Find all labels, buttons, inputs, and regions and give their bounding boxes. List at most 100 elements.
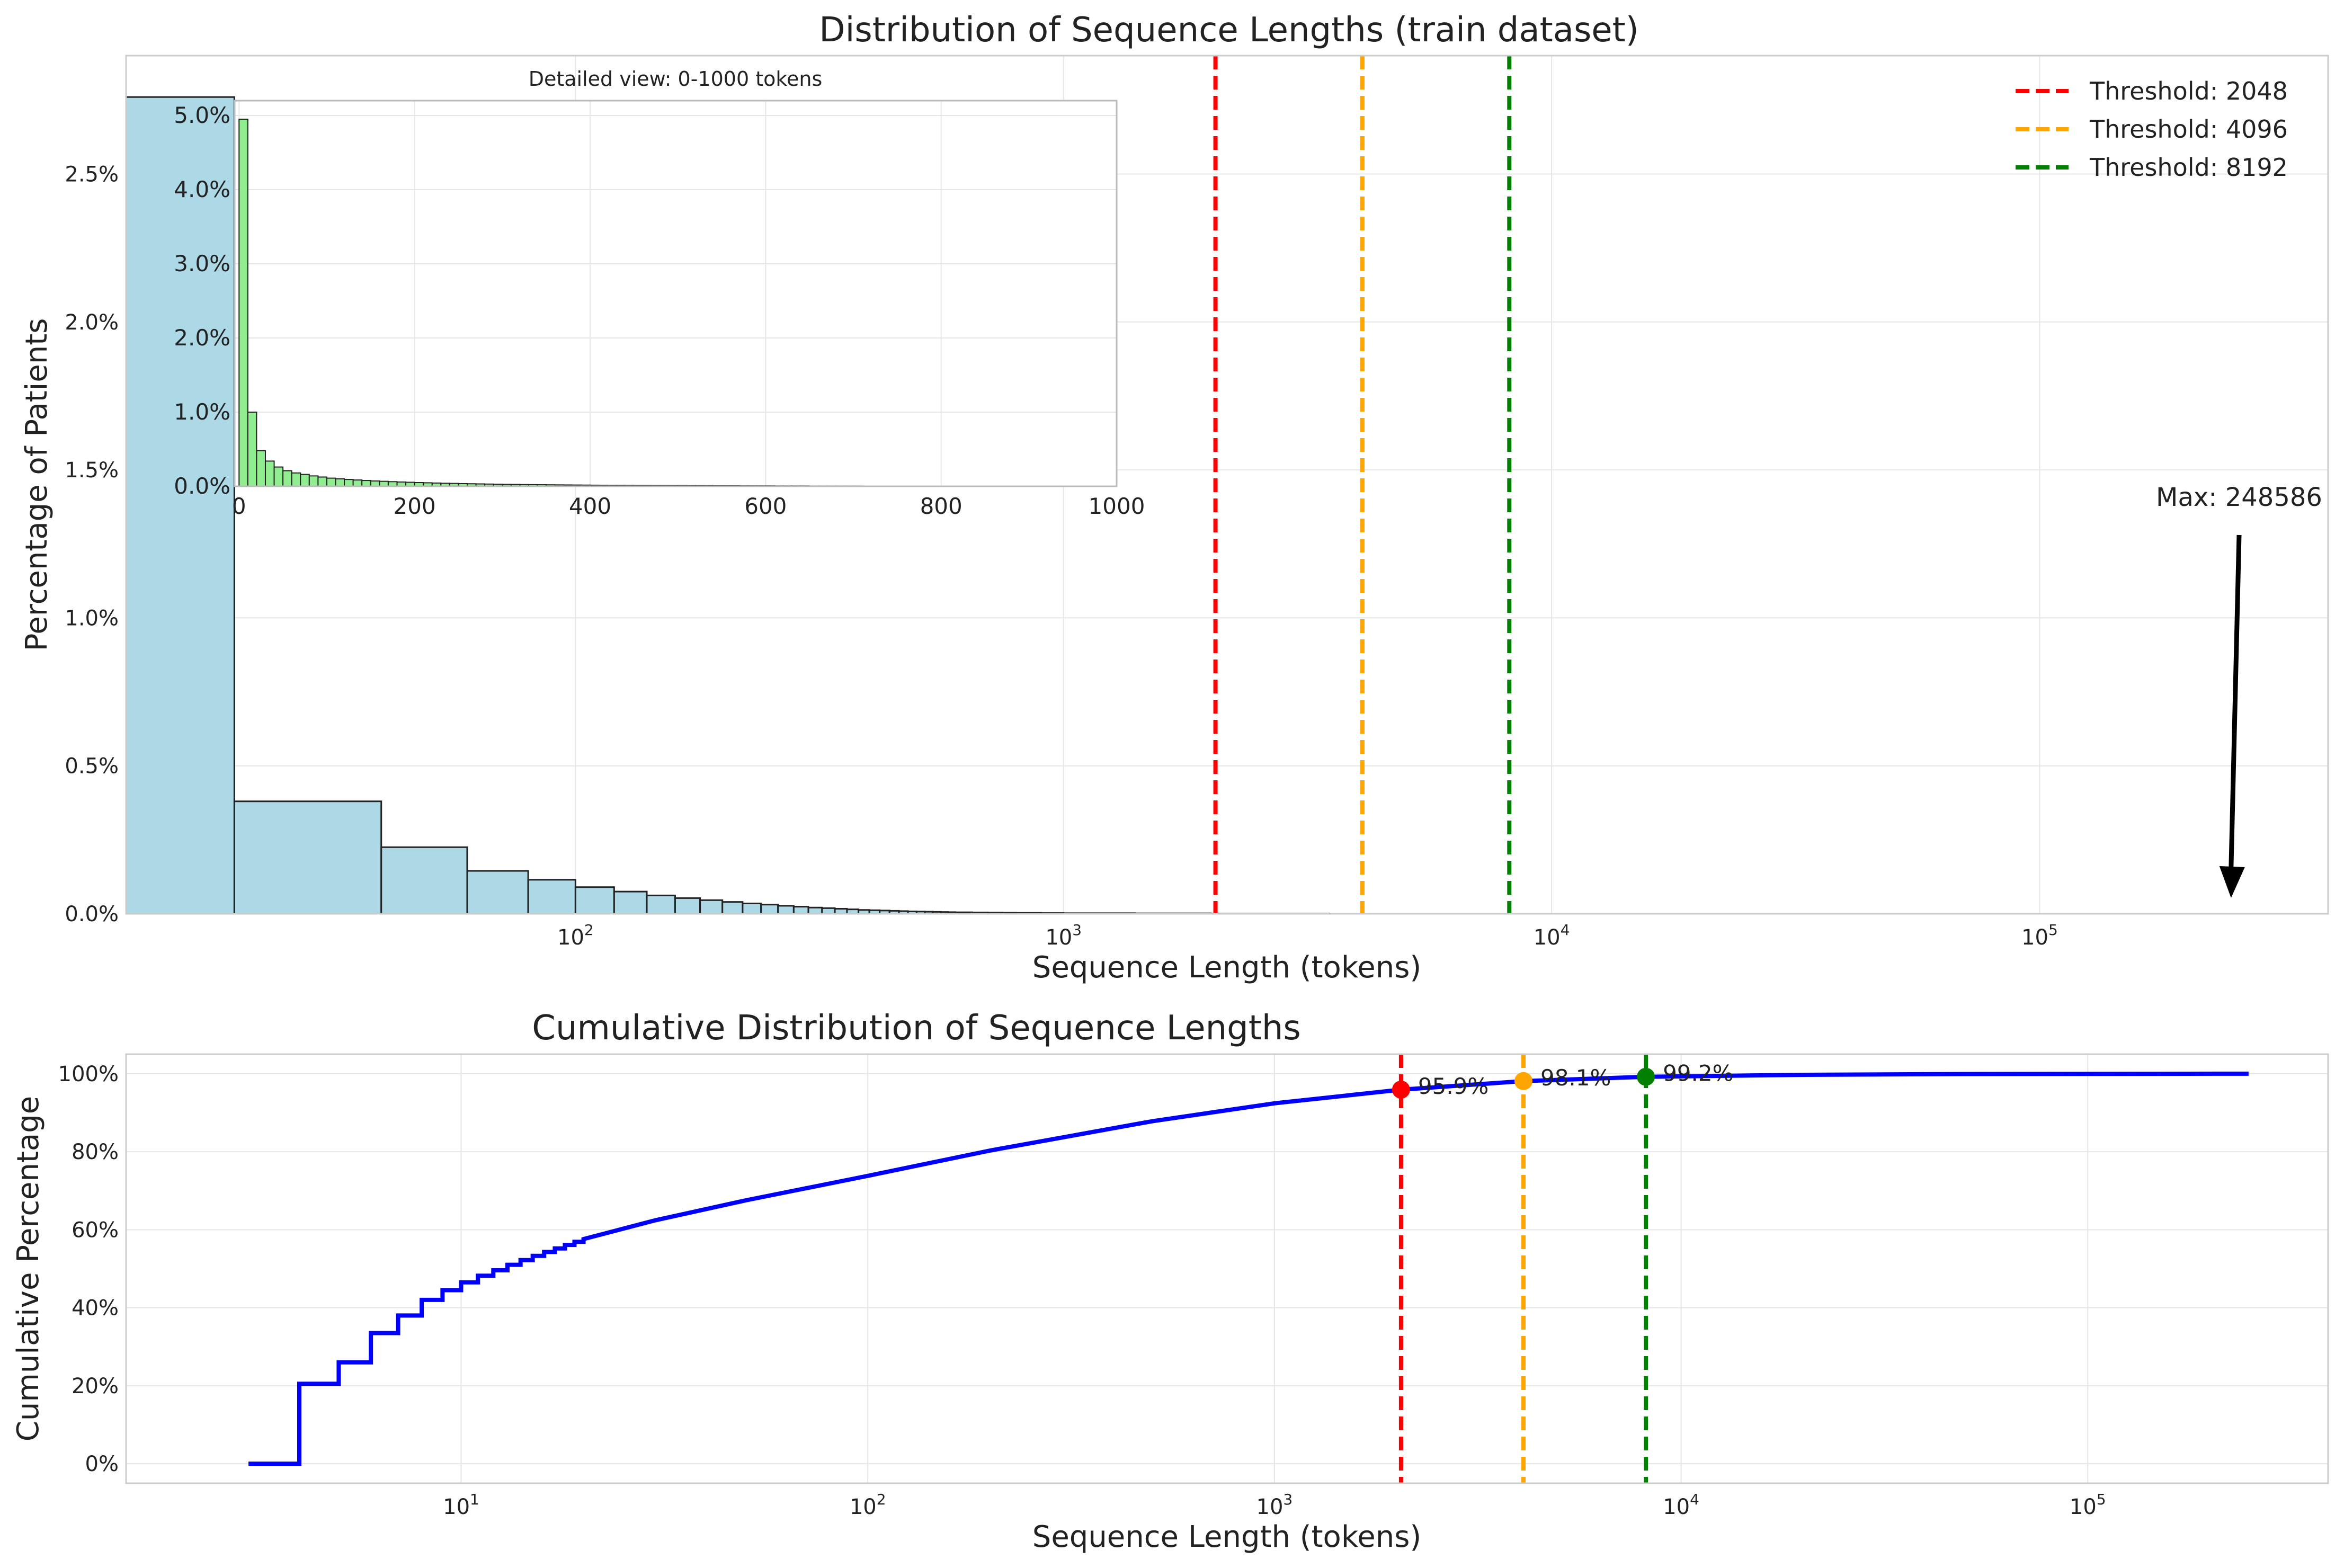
histogram-bar <box>777 905 795 915</box>
histogram-threshold-lines <box>1213 56 1512 914</box>
inset-bar <box>308 475 319 487</box>
inset-bar <box>256 450 266 487</box>
histogram-x-axis-label: Sequence Length (tokens) <box>1032 950 1421 985</box>
inset-bar <box>352 479 363 487</box>
cumulative-marker-label: 95.9% <box>1418 1073 1489 1099</box>
cumulative-y-tick-label: 40% <box>72 1296 119 1321</box>
cumulative-x-ticks: 101 102 103 104 105 <box>443 1491 2106 1519</box>
inset-bar <box>300 474 310 487</box>
inset-bar <box>238 119 248 487</box>
histogram-x-ticks: 102 103 104 105 <box>557 921 2058 950</box>
histogram-bar <box>380 846 468 915</box>
histogram-bar <box>674 897 701 915</box>
inset-histogram: Detailed view: 0-1000 tokens 0.0% 1.0% 2.0… <box>174 67 1145 519</box>
histogram-bar <box>233 800 382 915</box>
histogram-y-ticks: 0.0% 0.5% 1.0% 1.5% 2.0% 2.5% <box>65 162 119 926</box>
max-annotation-arrowhead <box>2219 866 2245 898</box>
cumulative-line <box>248 1071 2249 1466</box>
inset-x-tick-label: 400 <box>569 493 611 519</box>
histogram-y-tick-label: 1.5% <box>65 458 119 483</box>
cumulative-y-ticks: 0% 20% 40% 60% 80% 100% <box>58 1062 119 1476</box>
cumulative-y-tick-label: 60% <box>72 1218 119 1242</box>
cumulative-x-tick-label: 105 <box>2070 1491 2106 1519</box>
histogram-bar <box>792 906 809 915</box>
inset-bar <box>326 477 336 487</box>
cumulative-x-tick-label: 103 <box>1256 1491 1293 1519</box>
cumulative-marker-label: 98.1% <box>1540 1065 1611 1091</box>
inset-y-tick-label: 5.0% <box>174 102 230 128</box>
inset-bar <box>247 412 257 487</box>
inset-bar <box>370 480 380 487</box>
inset-x-ticks: 0 200 400 600 800 1000 <box>232 493 1145 519</box>
cumulative-y-tick-label: 0% <box>85 1452 119 1476</box>
cumulative-threshold-marker <box>1637 1067 1655 1086</box>
cumulative-y-tick-label: 80% <box>72 1140 119 1164</box>
histogram-bar <box>699 899 724 915</box>
cumulative-title: Cumulative Distribution of Sequence Leng… <box>532 1009 1301 1048</box>
inset-bar <box>317 476 327 487</box>
inset-y-tick-label: 2.0% <box>174 325 230 351</box>
max-annotation-arrow <box>2229 534 2242 869</box>
histogram-y-axis-label: Percentage of Patients <box>20 318 54 652</box>
histogram-y-tick-label: 1.0% <box>65 606 119 630</box>
cumulative-x-tick-label: 101 <box>443 1491 479 1519</box>
inset-bar <box>291 472 301 487</box>
histogram-bar <box>125 96 235 915</box>
inset-bar <box>335 478 345 487</box>
legend-label: Threshold: 4096 <box>2089 115 2288 144</box>
histogram-bar <box>646 894 676 915</box>
histogram-bar <box>466 870 529 915</box>
histogram-x-tick-label: 103 <box>1045 921 1082 950</box>
inset-x-tick-label: 1000 <box>1089 493 1145 519</box>
histogram-bar <box>760 904 779 915</box>
cumulative-x-tick-label: 102 <box>850 1491 886 1519</box>
histogram-bar <box>742 902 762 915</box>
histogram-chart: Distribution of Sequence Lengths (train … <box>20 11 2329 985</box>
inset-x-tick-label: 600 <box>744 493 787 519</box>
cumulative-grid <box>126 1054 2328 1483</box>
histogram-y-tick-label: 2.5% <box>65 162 119 186</box>
histogram-y-tick-label: 0.0% <box>65 902 119 926</box>
cumulative-marker-label: 99.2% <box>1663 1061 1733 1086</box>
inset-y-tick-label: 3.0% <box>174 251 230 277</box>
histogram-bar <box>821 907 836 915</box>
inset-y-tick-label: 0.0% <box>174 473 230 499</box>
cumulative-threshold-marker <box>1514 1072 1532 1090</box>
max-annotation-label: Max: 248586 <box>2156 483 2322 512</box>
legend-label: Threshold: 8192 <box>2089 153 2288 182</box>
inset-y-tick-label: 1.0% <box>174 399 230 425</box>
inset-y-tick-label: 4.0% <box>174 176 230 202</box>
cumulative-threshold-markers: 95.9% 98.1% 99.2% <box>1392 1061 1734 1099</box>
cumulative-threshold-lines <box>1398 1054 1648 1483</box>
inset-bar <box>273 466 284 487</box>
inset-background <box>235 101 1117 486</box>
max-annotation: Max: 248586 <box>2156 483 2322 898</box>
cumulative-x-axis-label: Sequence Length (tokens) <box>1032 1520 1421 1554</box>
cumulative-y-axis-label: Cumulative Percentage <box>11 1096 46 1441</box>
inset-bar <box>361 480 371 487</box>
legend-label: Threshold: 2048 <box>2089 77 2288 105</box>
inset-bar <box>264 460 275 487</box>
cumulative-axes-frame <box>125 1053 2329 1484</box>
histogram-x-tick-label: 104 <box>1534 921 1570 950</box>
threshold-legend: Threshold: 2048 Threshold: 4096 Threshold:… <box>2016 77 2288 182</box>
histogram-x-tick-label: 102 <box>557 921 594 950</box>
histogram-bar <box>721 901 744 915</box>
histogram-y-tick-label: 2.0% <box>65 310 119 335</box>
cumulative-y-tick-label: 100% <box>58 1062 119 1086</box>
cumulative-threshold-marker <box>1392 1081 1410 1099</box>
inset-x-tick-label: 0 <box>232 493 246 519</box>
cumulative-chart: Cumulative Distribution of Sequence Leng… <box>11 1009 2329 1554</box>
cumulative-x-tick-label: 104 <box>1663 1491 1699 1519</box>
histogram-bar <box>574 886 615 915</box>
histogram-bar <box>613 890 648 915</box>
histogram-bar <box>527 879 576 915</box>
histogram-x-tick-label: 105 <box>2021 921 2058 950</box>
histogram-y-tick-label: 0.5% <box>65 754 119 779</box>
inset-x-tick-label: 800 <box>920 493 962 519</box>
cumulative-y-tick-label: 20% <box>72 1374 119 1398</box>
inset-axes-frame <box>234 100 1118 487</box>
histogram-title: Distribution of Sequence Lengths (train … <box>819 11 1638 50</box>
inset-title: Detailed view: 0-1000 tokens <box>529 67 823 91</box>
